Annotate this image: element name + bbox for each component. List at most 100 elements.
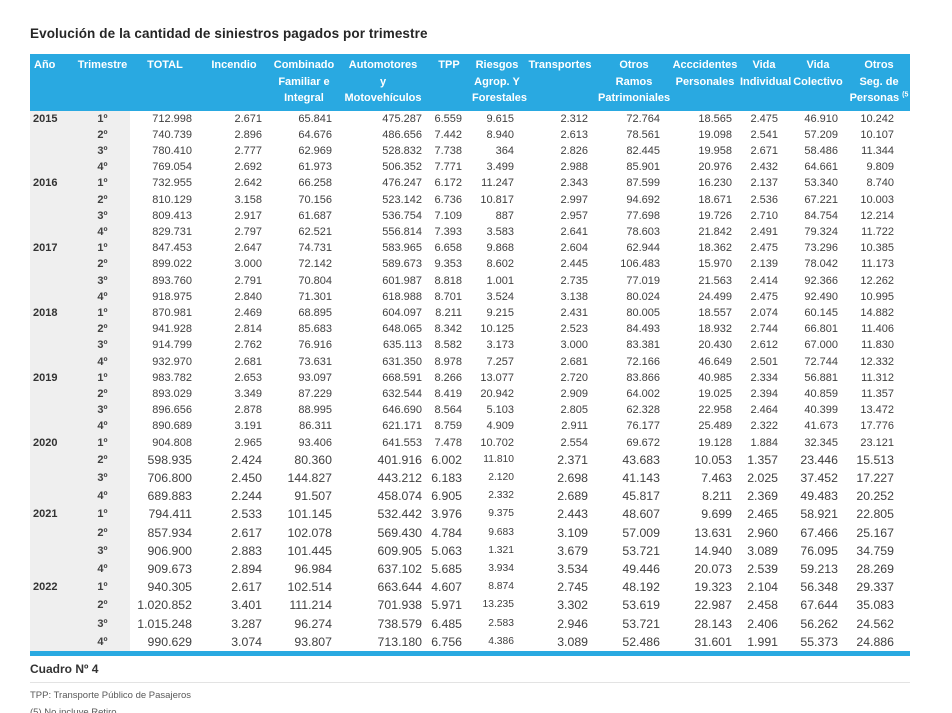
year-cell	[30, 288, 75, 305]
year-cell	[30, 632, 75, 651]
value-cell-incendio: 3.074	[231, 634, 262, 649]
value-cell-vida-colectivo: 67.221	[804, 193, 838, 206]
value-cell-total: 918.975	[152, 290, 192, 303]
year-cell: 2017	[30, 240, 75, 257]
header-superscript: (5	[902, 91, 909, 99]
value-cell-riesgos: 3.524	[486, 290, 514, 303]
column-header-incendio: Incendio	[200, 54, 268, 111]
value-cell-transportes: 2.735	[560, 274, 588, 287]
quarter-cell: 2º	[75, 450, 130, 469]
value-cell-tpp: 8.342	[434, 323, 462, 336]
value-cell-total: 893.029	[152, 387, 192, 400]
value-cell-accidentes: 19.958	[698, 144, 732, 157]
column-header-ano: Año	[30, 54, 75, 111]
value-cell-accidentes: 18.932	[698, 323, 732, 336]
year-cell: 2018	[30, 304, 75, 322]
value-cell-combinado: 61.687	[298, 209, 332, 222]
value-cell-incendio: 2.777	[234, 144, 262, 157]
quarter-cell: 2º	[75, 596, 130, 615]
value-cell-vida-individual: 2.464	[750, 404, 778, 417]
value-cell-incendio: 2.894	[231, 561, 262, 576]
value-cell-incendio: 3.349	[234, 387, 262, 400]
value-cell-otros-ramos: 77.698	[626, 209, 660, 222]
column-header-tpp: TPP	[426, 54, 472, 111]
quarter-cell: 3º	[75, 541, 130, 560]
quarter-cell: 4º	[75, 418, 130, 435]
value-cell-total: 598.935	[147, 452, 192, 467]
value-cell-vida-individual: 2.104	[747, 580, 778, 595]
value-cell-incendio: 2.617	[231, 580, 262, 595]
value-cell-transportes: 2.554	[560, 436, 588, 449]
value-cell-vida-colectivo: 67.000	[804, 339, 838, 352]
table-row: 4º 990.629 3.074 93.807 713.180 6.756 4.386 3.0…	[30, 632, 910, 651]
value-cell-otros-ramos: 87.599	[626, 177, 660, 190]
value-cell-vida-individual: 2.137	[750, 177, 778, 190]
value-cell-tpp: 6.736	[434, 193, 462, 206]
value-cell-vida-colectivo: 58.921	[800, 507, 838, 522]
year-cell	[30, 559, 75, 579]
value-cell-otros-seg: 10.995	[860, 290, 894, 303]
quarter-cell: 3º	[75, 337, 130, 354]
year-cell	[30, 126, 75, 143]
value-cell-tpp: 8.266	[434, 371, 462, 384]
year-cell: 2022	[30, 578, 75, 597]
value-cell-otros-ramos: 69.672	[626, 436, 660, 449]
value-cell-otros-seg: 10.003	[860, 193, 894, 206]
value-cell-riesgos: 4.386	[488, 635, 514, 647]
value-cell-total: 904.808	[152, 436, 192, 449]
year-cell	[30, 272, 75, 289]
value-cell-transportes: 2.371	[557, 452, 588, 467]
value-cell-otros-ramos: 43.683	[622, 452, 660, 467]
value-cell-riesgos: 11.247	[481, 177, 514, 190]
value-cell-automotores: 631.350	[382, 355, 422, 368]
value-cell-vida-individual: 2.536	[750, 193, 778, 206]
quarter-cell: 1º	[75, 175, 130, 192]
value-cell-riesgos: 11.810	[483, 453, 514, 465]
value-cell-otros-seg: 29.337	[856, 580, 894, 595]
value-cell-otros-seg: 10.107	[860, 128, 894, 141]
value-cell-combinado: 93.097	[298, 371, 332, 384]
value-cell-combinado: 96.984	[294, 561, 332, 576]
value-cell-tpp: 8.759	[434, 420, 462, 433]
value-cell-tpp: 8.818	[434, 274, 462, 287]
value-cell-accidentes: 20.430	[698, 339, 732, 352]
value-cell-otros-ramos: 64.002	[626, 387, 660, 400]
value-cell-vida-individual: 1.991	[747, 634, 778, 649]
value-cell-automotores: 641.553	[382, 436, 422, 449]
value-cell-automotores: 601.987	[382, 274, 422, 287]
year-cell	[30, 418, 75, 435]
value-cell-total: 932.970	[152, 355, 192, 368]
value-cell-automotores: 528.832	[382, 144, 422, 157]
value-cell-combinado: 87.229	[298, 387, 332, 400]
value-cell-total: 706.800	[147, 470, 192, 485]
table-row: 3º 914.799 2.762 76.916 635.113 8.582 3.173 3.0…	[30, 337, 910, 354]
table-row: 2018 1º 870.981 2.469 68.895 604.097 8.211 9.21…	[30, 304, 910, 322]
year-cell	[30, 159, 75, 176]
value-cell-tpp: 8.419	[434, 387, 462, 400]
value-cell-vida-individual: 2.539	[747, 561, 778, 576]
table-row: 2º 1.020.852 3.401 111.214 701.938 5.971 13.23…	[30, 596, 910, 615]
value-cell-transportes: 2.745	[557, 580, 588, 595]
value-cell-vida-colectivo: 56.348	[800, 580, 838, 595]
table-header: Año Trimestre TOTAL Incendio Combinado Famil…	[30, 54, 910, 111]
value-cell-accidentes: 18.671	[698, 193, 732, 206]
value-cell-vida-colectivo: 60.145	[804, 306, 838, 319]
value-cell-accidentes: 16.230	[698, 177, 732, 190]
column-header-automotores: Automotores y Motovehículos	[340, 54, 426, 111]
value-cell-otros-seg: 35.083	[856, 598, 894, 613]
value-cell-combinado: 86.311	[299, 420, 332, 433]
value-cell-riesgos: 13.077	[480, 371, 514, 384]
value-cell-vida-individual: 1.357	[747, 452, 778, 467]
value-cell-otros-seg: 24.886	[856, 634, 894, 649]
page-title: Evolución de la cantidad de siniestros p…	[30, 26, 428, 41]
table-row: 2º 740.739 2.896 64.676 486.656 7.442 8.940 2.6…	[30, 126, 910, 143]
year-cell: 2016	[30, 175, 75, 192]
value-cell-incendio: 2.896	[234, 128, 262, 141]
value-cell-automotores: 486.656	[382, 128, 422, 141]
value-cell-accidentes: 21.842	[698, 225, 732, 238]
value-cell-vida-colectivo: 92.490	[804, 290, 838, 303]
value-cell-riesgos: 3.934	[488, 562, 514, 574]
year-cell	[30, 321, 75, 338]
value-cell-transportes: 2.445	[560, 258, 588, 271]
value-cell-accidentes: 24.499	[698, 290, 732, 303]
